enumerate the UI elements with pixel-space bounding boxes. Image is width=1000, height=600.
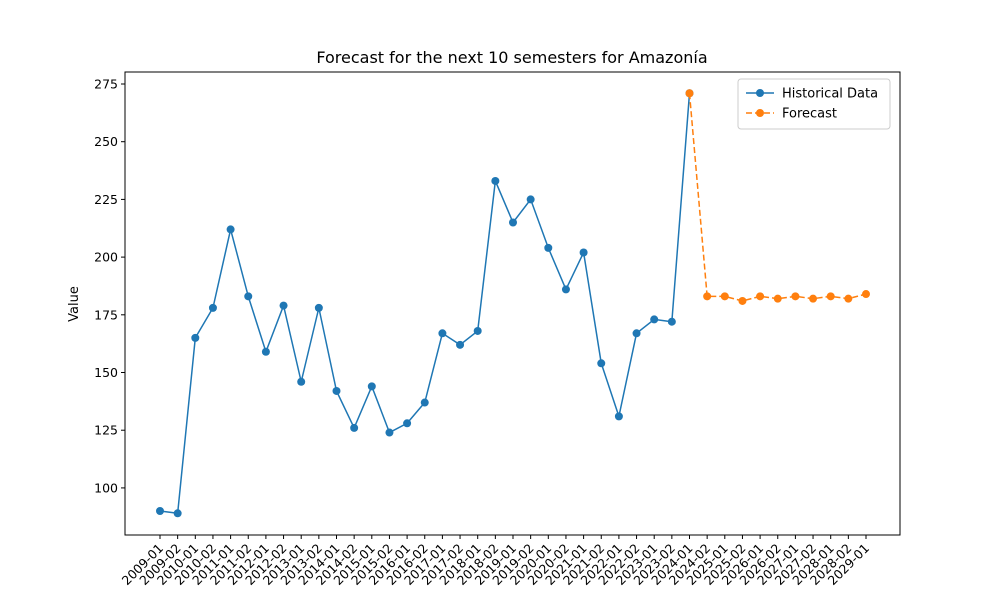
data-point [385, 428, 394, 437]
data-point [685, 89, 694, 98]
data-point [597, 359, 606, 368]
legend-box [737, 78, 891, 130]
data-point [826, 292, 835, 301]
data-point [191, 333, 200, 342]
data-point [208, 303, 217, 312]
data-point [862, 290, 870, 299]
data-point [226, 225, 235, 234]
data-point [544, 243, 553, 252]
legend-marker [756, 109, 764, 117]
data-point [367, 382, 376, 391]
data-point [720, 292, 729, 301]
data-point [314, 303, 323, 312]
data-point [332, 386, 341, 395]
data-point [756, 292, 765, 301]
data-point [173, 509, 182, 518]
data-point [297, 377, 306, 386]
data-point [844, 294, 853, 303]
data-point [526, 195, 535, 204]
data-point [614, 412, 623, 421]
data-point [703, 292, 712, 301]
data-point [438, 329, 447, 338]
data-point [156, 506, 164, 515]
data-point [350, 423, 359, 432]
y-tick-label: 100 [94, 480, 118, 495]
y-axis-label: Value [67, 286, 82, 322]
data-point [773, 294, 782, 303]
y-tick-label: 125 [94, 423, 118, 438]
data-point [456, 340, 465, 349]
legend-label: Historical Data [782, 87, 878, 102]
data-point [491, 176, 500, 185]
data-point [420, 398, 429, 407]
data-point [650, 315, 659, 324]
data-point [667, 317, 676, 326]
legend-label: Forecast [782, 107, 837, 122]
data-point [791, 292, 800, 301]
y-tick-label: 150 [94, 365, 118, 380]
data-point [473, 326, 482, 335]
data-point [632, 329, 641, 338]
series-line [159, 93, 691, 515]
legend-marker [756, 89, 764, 97]
plot-frame [124, 71, 901, 536]
data-point [403, 419, 412, 428]
data-point [579, 248, 588, 257]
data-point [738, 296, 747, 305]
data-point [509, 218, 517, 227]
data-point [244, 292, 253, 301]
chart-title: Forecast for the next 10 semesters for A… [316, 48, 707, 67]
data-point [261, 347, 270, 356]
y-tick-label: 275 [94, 77, 118, 92]
data-point [809, 294, 818, 303]
data-point [561, 285, 570, 294]
y-tick-label: 250 [94, 134, 118, 149]
data-point [279, 301, 288, 310]
y-tick-label: 175 [94, 307, 118, 322]
y-tick-label: 200 [94, 250, 118, 265]
y-tick-label: 225 [94, 192, 118, 207]
